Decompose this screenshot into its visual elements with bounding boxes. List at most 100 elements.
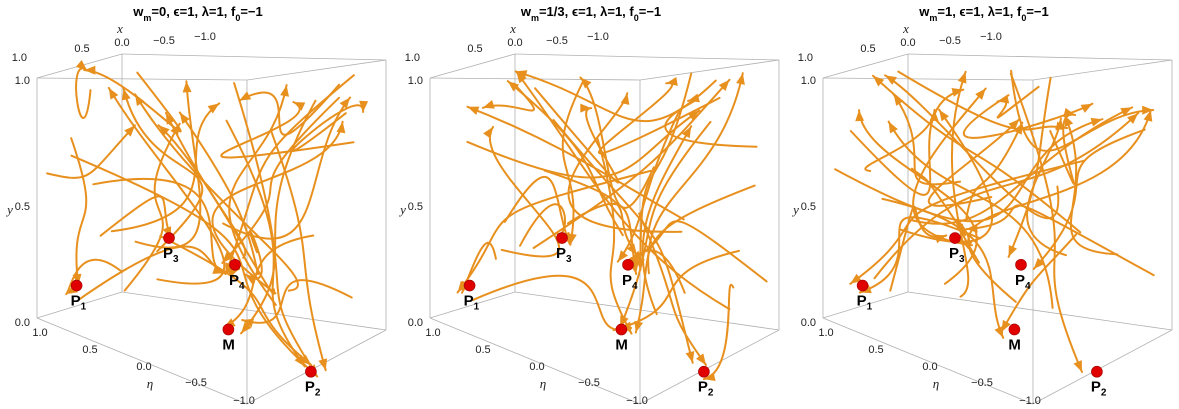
stream-arrowhead: [207, 103, 220, 114]
point-label: M: [222, 336, 235, 353]
stream-arrowhead: [620, 93, 630, 105]
stream-arrowhead: [997, 94, 1010, 104]
y-tick-label: 1.0: [15, 75, 30, 87]
x-tick-label: 0.0: [114, 37, 129, 49]
streamline: [92, 177, 226, 275]
streamline: [911, 106, 1134, 225]
streamline: [629, 220, 768, 283]
stream-arrowhead: [951, 88, 964, 97]
point-label: P2: [305, 379, 321, 399]
y-tick-label: 0.5: [408, 201, 423, 213]
eta-tick-label: 0.5: [868, 344, 883, 356]
stream-arrowhead: [934, 234, 947, 244]
stream-arrowhead: [696, 353, 706, 365]
streamline: [892, 93, 962, 186]
stream-arrowhead: [630, 250, 642, 260]
stream-arrowhead: [318, 358, 328, 371]
streamline: [962, 94, 1094, 139]
critical-point: [163, 232, 175, 244]
chart-title: wm=1, ϵ=1, λ=1, f0=−1: [918, 4, 1049, 23]
streamline: [561, 80, 584, 246]
streamline: [619, 120, 712, 329]
streamline: [965, 204, 1155, 277]
streamline: [134, 80, 202, 249]
streamline: [612, 249, 740, 332]
y-tick-label: 1.0: [12, 52, 27, 64]
stream-arrowhead: [1090, 117, 1103, 127]
streamline: [638, 212, 707, 366]
y-axis-label: y: [791, 202, 799, 217]
stream-arrowhead: [339, 97, 351, 109]
stream-arrowhead: [617, 250, 628, 262]
streamline: [849, 88, 965, 196]
point-label: P1: [71, 293, 87, 313]
eta-tick-label: 0.5: [82, 344, 97, 356]
streamline: [1026, 117, 1067, 257]
stream-arrowhead: [939, 109, 949, 122]
streamline: [552, 119, 694, 364]
critical-point: [1091, 365, 1103, 378]
stream-arrowhead: [507, 81, 520, 92]
streamline: [224, 74, 355, 276]
stream-arrowhead: [227, 268, 240, 278]
y-axis-label: y: [5, 202, 13, 217]
critical-point: [70, 279, 83, 292]
eta-tick-label: −1.0: [626, 395, 648, 407]
stream-arrowhead: [929, 109, 939, 121]
critical-point: [229, 258, 241, 271]
eta-tick-label: 0.0: [136, 361, 151, 373]
stream-arrowhead: [960, 240, 973, 250]
streamline: [1010, 69, 1155, 152]
streamline: [122, 87, 204, 253]
eta-tick-label: −0.5: [971, 377, 993, 389]
stream-arrowhead: [293, 102, 306, 111]
stream-arrowhead: [736, 73, 745, 85]
stream-arrowhead: [1080, 103, 1093, 113]
critical-point: [1015, 258, 1027, 271]
eta-axis-label: η: [540, 376, 546, 391]
streamline: [702, 283, 735, 381]
x-tick-label: −0.5: [546, 35, 568, 47]
streamline: [78, 245, 241, 300]
stream-arrowhead: [280, 85, 289, 97]
stream-arrowhead: [888, 121, 898, 134]
streamline: [506, 80, 624, 237]
eta-tick-label: −0.5: [185, 377, 207, 389]
x-tick-label: 0.0: [900, 37, 915, 49]
stream-arrows: [850, 71, 1154, 372]
y-tick-label: 0.0: [408, 317, 423, 329]
streamline: [897, 70, 1069, 131]
y-tick-label: 0.5: [801, 201, 816, 213]
stream-arrowhead: [124, 125, 135, 137]
streamline: [858, 109, 978, 285]
stream-arrowhead: [873, 75, 885, 87]
streamline: [534, 87, 620, 184]
stream-arrowhead: [66, 284, 78, 295]
critical-point: [615, 323, 628, 336]
stream-arrowhead: [222, 251, 234, 263]
eta-tick-label: −1.0: [1019, 395, 1041, 407]
streamline: [1063, 114, 1119, 256]
stream-arrowhead: [170, 123, 180, 136]
streamline: [159, 235, 313, 366]
streamline: [641, 125, 693, 316]
stream-arrowhead: [1120, 107, 1133, 117]
panel-3: wm=1, ϵ=1, λ=1, f0=−10.5 0.0 −0.5 −1.0x0.00…: [791, 4, 1173, 407]
streamlines: [834, 69, 1155, 373]
point-label: P2: [1091, 379, 1107, 399]
streamline: [634, 184, 756, 334]
point-label: P4: [1015, 272, 1031, 292]
streamline: [1000, 233, 1078, 333]
x-tick-label: −0.5: [939, 35, 961, 47]
streamline: [950, 70, 970, 298]
streamline: [46, 124, 136, 179]
stream-arrowhead: [955, 223, 966, 236]
stream-arrowhead: [580, 103, 592, 113]
y-tick-label: 0.0: [15, 317, 30, 329]
stream-arrowhead: [1127, 113, 1139, 124]
streamline: [858, 216, 982, 294]
critical-point: [622, 258, 634, 271]
streamline: [75, 67, 92, 119]
critical-point: [856, 279, 869, 292]
